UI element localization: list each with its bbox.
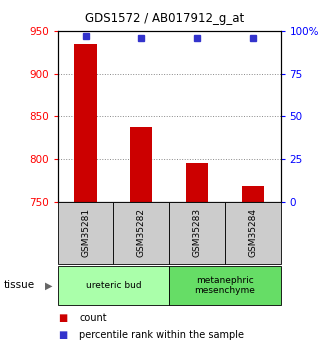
Text: GDS1572 / AB017912_g_at: GDS1572 / AB017912_g_at	[85, 12, 245, 25]
Text: count: count	[79, 313, 107, 323]
Bar	[130, 127, 152, 202]
Bar	[242, 186, 264, 202]
Text: ■: ■	[58, 313, 67, 323]
Text: GSM35282: GSM35282	[137, 208, 146, 257]
Bar	[186, 162, 208, 202]
Text: GSM35283: GSM35283	[192, 208, 202, 257]
Bar	[75, 44, 97, 202]
Text: metanephric
mesenchyme: metanephric mesenchyme	[194, 276, 255, 295]
Text: ■: ■	[58, 330, 67, 339]
Text: GSM35284: GSM35284	[248, 208, 257, 257]
Text: ureteric bud: ureteric bud	[85, 281, 141, 290]
Text: percentile rank within the sample: percentile rank within the sample	[79, 330, 244, 339]
Text: GSM35281: GSM35281	[81, 208, 90, 257]
Text: ▶: ▶	[45, 280, 52, 290]
Text: tissue: tissue	[3, 280, 34, 290]
